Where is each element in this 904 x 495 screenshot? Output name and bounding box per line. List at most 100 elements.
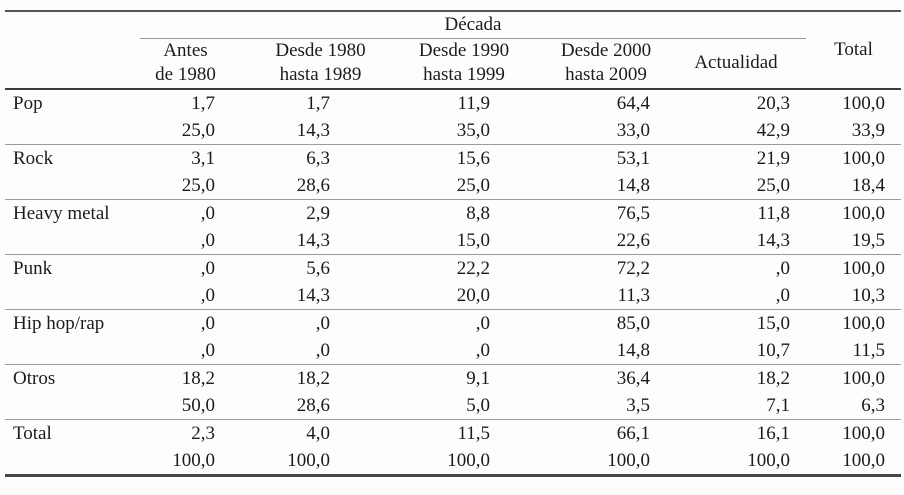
data-cell: 25,0 <box>456 175 490 196</box>
data-cell: 14,3 <box>756 230 791 251</box>
data-cell: 7,1 <box>766 395 791 416</box>
data-cell: ,0 <box>140 199 231 227</box>
data-cell: 100,0 <box>806 419 902 447</box>
data-cell: ,0 <box>231 309 346 337</box>
data-cell: 11,8 <box>666 199 807 227</box>
data-cell: 15,0 <box>666 309 807 337</box>
table-row-heavy-metal: Heavy metal ,0 2,9 8,8 76,5 11,8 100,0 <box>5 199 902 255</box>
column-header-line: hasta 1999 <box>423 64 505 86</box>
data-cell: 76,5 <box>506 199 666 227</box>
data-cell: ,0 <box>475 340 490 361</box>
table-row-pop-pct: 25,0 14,3 35,0 33,0 42,9 33,9 <box>5 117 901 145</box>
row-label-rock: Rock <box>5 144 140 200</box>
data-cell: 25,0 <box>181 120 215 141</box>
data-cell: ,0 <box>200 340 215 361</box>
data-cell: 11,5 <box>852 340 886 361</box>
data-cell: 14,8 <box>616 340 650 361</box>
decada-spanner-header: Década <box>140 11 807 39</box>
row-label-hiphop: Hip hop/rap <box>5 309 140 365</box>
data-cell: 18,2 <box>140 364 231 392</box>
row-label-total: Total <box>5 419 140 476</box>
column-header-actualidad: Actualidad <box>666 38 807 90</box>
row-label-pop: Pop <box>13 93 43 114</box>
spanner-row: Década Total <box>5 11 902 90</box>
corner-cell <box>5 11 140 90</box>
data-cell: 14,8 <box>616 175 650 196</box>
data-cell: 5,0 <box>466 395 490 416</box>
data-cell: 4,0 <box>231 419 346 447</box>
data-cell: 35,0 <box>456 120 490 141</box>
table-row-hiphop: Hip hop/rap ,0 ,0 ,0 85,0 15,0 100,0 <box>5 309 902 365</box>
table-row-punk-pct: ,0 14,3 20,0 11,3 ,0 10,3 <box>5 282 901 310</box>
table-row-pop: Pop 1,7 1,7 11,9 64,4 20,3 100,0 <box>5 89 901 117</box>
data-cell: 42,9 <box>756 120 791 141</box>
data-cell: ,0 <box>315 340 330 361</box>
data-cell: ,0 <box>200 230 215 251</box>
data-cell: 19,5 <box>851 230 886 251</box>
data-cell: 100,0 <box>806 199 902 227</box>
data-cell: 5,6 <box>231 254 346 282</box>
column-header-1980-1989: Desde 1980 hasta 1989 <box>231 38 366 90</box>
table-body: Pop 1,7 1,7 11,9 64,4 20,3 100,0 25,0 14… <box>5 89 902 476</box>
column-header-line: de 1980 <box>155 64 216 86</box>
column-header-line: Desde 2000 <box>560 40 652 62</box>
data-cell: 100,0 <box>607 450 650 471</box>
data-cell: 100,0 <box>806 144 902 172</box>
data-cell: 100,0 <box>842 450 886 471</box>
data-cell: 11,5 <box>346 419 506 447</box>
data-cell: 100,0 <box>172 450 215 471</box>
data-cell: 1,7 <box>306 93 330 114</box>
data-cell: 50,0 <box>181 395 215 416</box>
data-cell: 16,1 <box>666 419 807 447</box>
column-header-2000-2009: Desde 2000 hasta 2009 <box>506 38 666 90</box>
data-cell: 18,2 <box>231 364 346 392</box>
data-cell: 28,6 <box>296 395 330 416</box>
data-cell: 33,0 <box>616 120 650 141</box>
column-header-antes-1980: Antes de 1980 <box>140 38 231 90</box>
data-cell: 100,0 <box>806 254 902 282</box>
data-cell: 2,9 <box>231 199 346 227</box>
column-header-line: Desde 1990 <box>418 40 510 62</box>
data-cell: 10,3 <box>851 285 886 306</box>
data-cell: 18,4 <box>851 175 886 196</box>
data-cell: 22,6 <box>616 230 650 251</box>
data-cell: 33,9 <box>851 120 886 141</box>
table-row-otros-pct: 50,0 28,6 5,0 3,5 7,1 6,3 <box>5 392 901 420</box>
table-row-punk: Punk ,0 5,6 22,2 72,2 ,0 100,0 <box>5 254 902 310</box>
data-cell: ,0 <box>140 254 231 282</box>
data-cell: 14,3 <box>296 230 330 251</box>
data-cell: 11,3 <box>617 285 650 306</box>
data-cell: 85,0 <box>506 309 666 337</box>
data-cell: 100,0 <box>747 450 791 471</box>
column-header-line: Desde 1980 <box>275 40 366 62</box>
data-cell: 20,0 <box>456 285 490 306</box>
data-cell: 36,4 <box>506 364 666 392</box>
table-row-total-pct: 100,0 100,0 100,0 100,0 100,0 100,0 <box>5 447 901 476</box>
table-row-rock: Rock 3,1 6,3 15,6 53,1 21,9 100,0 <box>5 144 902 200</box>
row-label-punk: Punk <box>5 254 140 310</box>
data-cell: 18,2 <box>666 364 807 392</box>
data-cell: 21,9 <box>666 144 807 172</box>
column-header-total: Total <box>806 11 902 90</box>
data-cell: 25,0 <box>756 175 791 196</box>
data-cell: 100,0 <box>447 450 490 471</box>
data-cell: ,0 <box>140 309 231 337</box>
table-row-rock-pct: 25,0 28,6 25,0 14,8 25,0 18,4 <box>5 172 901 200</box>
genre-decade-table: Década Total Antes de 1980 Desde 1980 ha… <box>5 10 902 477</box>
data-cell: 3,1 <box>140 144 231 172</box>
data-cell: 53,1 <box>506 144 666 172</box>
data-cell: 100,0 <box>842 93 886 114</box>
column-header-row: Antes de 1980 Desde 1980 hasta 1989 Desd… <box>5 38 901 90</box>
data-cell: 20,3 <box>756 93 791 114</box>
data-cell: ,0 <box>666 254 807 282</box>
column-header-line: Antes <box>163 40 208 62</box>
data-cell: 64,4 <box>616 93 650 114</box>
data-cell: 22,2 <box>346 254 506 282</box>
data-cell: 66,1 <box>506 419 666 447</box>
data-cell: 1,7 <box>191 93 215 114</box>
data-cell: 14,3 <box>296 120 330 141</box>
row-label-heavy-metal: Heavy metal <box>5 199 140 255</box>
data-cell: 11,9 <box>457 93 490 114</box>
data-cell: 3,5 <box>626 395 650 416</box>
